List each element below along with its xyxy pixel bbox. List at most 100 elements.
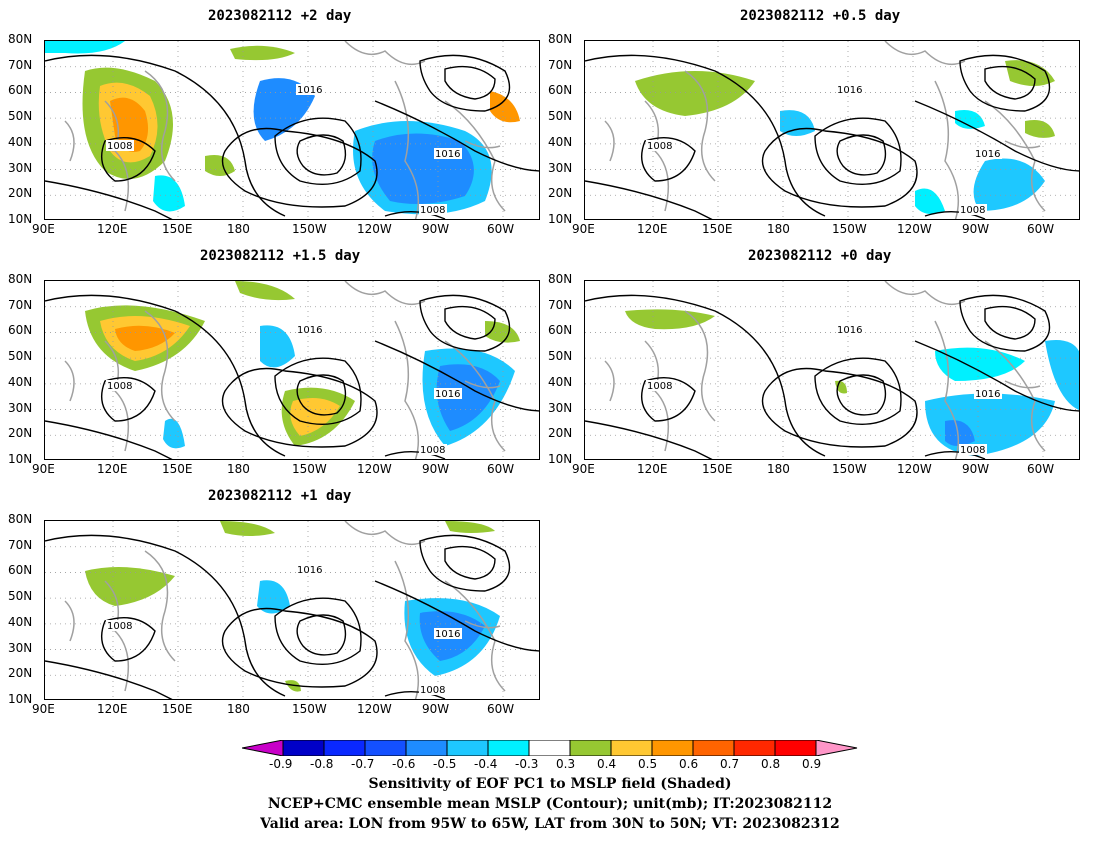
coastline [144, 70, 176, 182]
coastline [344, 41, 426, 66]
mslp-contour [761, 367, 918, 448]
map-frame: 1008 1016 1016 1008 [584, 40, 1080, 220]
mslp-contour [444, 545, 496, 580]
coastline [1004, 140, 1041, 149]
mslp-contour [444, 305, 496, 340]
coastline [104, 580, 130, 692]
lon-tick-label: 90W [422, 222, 450, 236]
coastline [64, 600, 75, 642]
contour-label-bg [646, 380, 674, 391]
contour-label: 1016 [435, 389, 460, 400]
colorbar-swatch [651, 740, 694, 756]
colorbar-tick-label: 0.9 [802, 757, 822, 771]
lat-tick-label: 20N [548, 426, 573, 441]
contour-label: 1008 [420, 445, 445, 456]
mslp-contour [45, 54, 286, 217]
lon-tick-label: 90W [962, 222, 990, 236]
contour-label-bg [296, 564, 324, 575]
lat-tick-label: 30N [8, 160, 33, 175]
lat-tick-label: 10N [548, 452, 573, 466]
coastline [934, 320, 960, 459]
colorbar-arrow-left [242, 740, 284, 756]
coastline [884, 281, 966, 306]
contour-label: 1008 [420, 205, 445, 216]
contour-label-bg [106, 140, 134, 151]
map-canvas: 1008 1016 1016 1008 [45, 41, 539, 219]
sensitivity-shading [925, 393, 1055, 456]
mslp-contour [419, 54, 511, 112]
lon-tick-label: 90E [572, 462, 595, 476]
coastline [884, 41, 966, 66]
contour-label: 1008 [420, 685, 445, 696]
lat-tick-label: 20N [8, 186, 33, 201]
lon-tick-label: 120W [357, 462, 392, 476]
lat-tick-label: 60N [8, 323, 33, 338]
lat-tick-label: 70N [548, 57, 573, 72]
lat-tick-label: 50N [548, 349, 573, 364]
mslp-contour [761, 127, 918, 208]
caption-line-2: NCEP+CMC ensemble mean MSLP (Contour); u… [267, 796, 833, 812]
mslp-contour [585, 294, 826, 457]
contour-label-bg [419, 204, 447, 215]
mslp-contour [444, 65, 496, 100]
mslp-contour [836, 374, 887, 416]
mslp-contour [101, 137, 156, 182]
lon-tick-label: 60W [1027, 222, 1055, 236]
lon-tick-label: 60W [1027, 462, 1055, 476]
mslp-contour [221, 127, 378, 208]
lon-tick-label: 90E [572, 222, 595, 236]
lat-tick-label: 20N [8, 426, 33, 441]
colorbar-tick-label: -0.6 [392, 757, 416, 771]
lat-tick-label: 70N [8, 297, 33, 312]
contour-label: 1008 [647, 381, 672, 392]
lat-tick-label: 50N [548, 109, 573, 124]
contour-label-bg [434, 388, 462, 399]
contour-label-bg [434, 148, 462, 159]
sensitivity-shading [955, 110, 985, 129]
mslp-contour [374, 100, 539, 172]
colorbar-tick-label: -0.3 [515, 757, 539, 771]
contour-label: 1016 [837, 325, 862, 336]
mslp-contour [101, 377, 156, 422]
lon-tick-label: 150E [702, 222, 733, 236]
contour-label: 1008 [107, 621, 132, 632]
coastline [394, 80, 420, 219]
map-frame: 1008 1016 1016 1008 [44, 40, 540, 220]
lon-tick-label: 150E [702, 462, 733, 476]
colorbar-tick-label: 0.5 [638, 757, 658, 771]
contour-label: 1016 [975, 149, 1000, 160]
coastline [64, 120, 75, 162]
colorbar-tick-label: -0.7 [351, 757, 375, 771]
coastline [344, 281, 426, 306]
map-frame: 1008 1016 1016 1008 [44, 280, 540, 460]
mslp-contour [641, 377, 696, 422]
lon-tick-label: 60W [487, 702, 515, 716]
colorbar-tick-label: 0.6 [679, 757, 699, 771]
caption-line-3: Valid area: LON from 95W to 65W, LAT fro… [260, 816, 840, 832]
map-frame: 1008 1016 1016 1008 [584, 280, 1080, 460]
lat-tick-label: 60N [548, 83, 573, 98]
lat-tick-label: 50N [8, 349, 33, 364]
mslp-contour [585, 54, 826, 217]
lat-tick-label: 10N [8, 212, 33, 226]
mslp-contour [984, 305, 1036, 340]
coastline [444, 100, 506, 212]
lon-tick-label: 90E [32, 462, 55, 476]
colorbar-swatch [323, 740, 366, 756]
mslp-contour [959, 294, 1051, 352]
colorbar-swatch [487, 740, 530, 756]
contour-label-bg [836, 84, 864, 95]
coastline [684, 310, 716, 422]
contour-label: 1008 [107, 141, 132, 152]
lat-tick-label: 40N [8, 614, 33, 629]
mslp-contour [296, 374, 347, 416]
lat-tick-label: 80N [8, 272, 33, 286]
sensitivity-shading [372, 133, 474, 205]
sensitivity-shading [235, 281, 295, 301]
lon-tick-label: 120W [357, 702, 392, 716]
contour-label: 1016 [297, 325, 322, 336]
lat-tick-label: 30N [8, 640, 33, 655]
colorbar-swatch [282, 740, 325, 756]
contour-label-bg [296, 324, 324, 335]
lon-tick-label: 90E [32, 222, 55, 236]
